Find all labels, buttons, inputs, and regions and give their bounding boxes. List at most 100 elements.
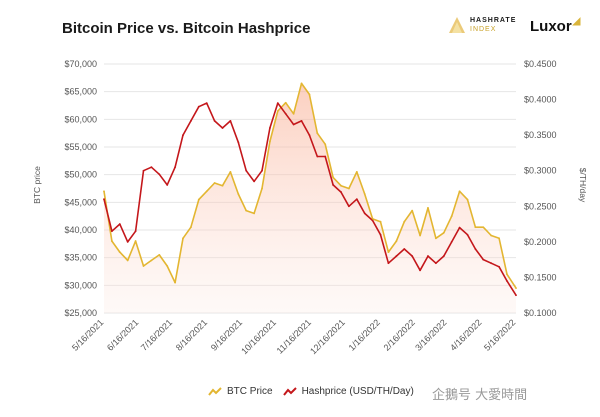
hashprice-point (506, 280, 508, 282)
hashrate-index-icon (449, 17, 465, 33)
hashprice-point (292, 123, 295, 126)
btc-price-point (237, 193, 240, 195)
hashprice-point (150, 166, 153, 169)
legend-label-hashprice: Hashprice (USD/TH/Day) (301, 386, 414, 397)
legend-item-btc[interactable]: BTC Price (208, 386, 273, 397)
hashprice-point (515, 294, 517, 297)
left-tick-label: $70,000 (64, 59, 97, 69)
hashprice-point (395, 255, 398, 257)
btc-price-point (403, 220, 406, 223)
hashprice-point (118, 223, 121, 225)
btc-price-point (261, 187, 263, 190)
hashprice-point (387, 262, 390, 265)
hashprice-point (442, 255, 445, 257)
right-tick-label: $0.3000 (524, 166, 557, 176)
btc-price-point (142, 265, 145, 267)
right-tick-label: $0.1000 (524, 308, 557, 318)
btc-price-point (515, 287, 517, 289)
hashprice-point (229, 120, 232, 122)
legend-label-btc: BTC Price (227, 386, 273, 397)
hashprice-point (434, 262, 437, 265)
hashprice-point (126, 240, 129, 243)
chart-title: Bitcoin Price vs. Bitcoin Hashprice (62, 20, 311, 37)
btc-price-point (355, 171, 358, 173)
hashprice-point (245, 169, 248, 172)
hashprice-point (458, 226, 461, 229)
btc-price-point (182, 237, 184, 240)
hashprice-point (498, 265, 500, 268)
btc-price-point (387, 251, 390, 254)
x-tick-label: 3/16/2022 (413, 317, 448, 352)
hashprice-point (261, 169, 263, 172)
hashprice-point (482, 258, 485, 261)
left-axis-title: BTC price (32, 166, 42, 204)
right-axis: $0.4500 $0.4000 $0.3500 $0.3000 $0.2500 $0.20… (524, 59, 557, 318)
luxor-logo-text: Luxor (530, 18, 572, 35)
hashprice-point (197, 105, 200, 108)
hashprice-point (490, 262, 493, 265)
btc-price-point (332, 176, 335, 179)
btc-price-point (506, 273, 508, 276)
hashprice-point (332, 184, 335, 186)
hashprice-point (427, 255, 429, 257)
hashprice-point (371, 219, 374, 222)
btc-price-point (450, 215, 453, 218)
legend-swatch-btc (208, 386, 222, 396)
hashprice-point (450, 240, 453, 243)
btc-price-point (316, 132, 319, 135)
hashprice-point (340, 191, 342, 193)
right-tick-label: $0.4500 (524, 59, 557, 69)
legend-item-hashprice[interactable]: Hashprice (USD/TH/Day) (282, 386, 414, 397)
hashrate-index-logo: HASHRATE INDEX (448, 16, 516, 34)
btc-price-point (466, 198, 469, 201)
btc-price-point (482, 226, 485, 229)
btc-price-point (324, 143, 327, 146)
x-tick-label: 2/16/2022 (382, 317, 417, 352)
btc-price-point (197, 198, 200, 201)
hashprice-point (324, 155, 327, 158)
btc-price-point (419, 234, 421, 237)
btc-price-point (371, 218, 374, 220)
hashprice-point (363, 212, 366, 215)
x-tick-label: 6/16/2021 (105, 317, 140, 352)
hashrate-logo-text: HASHRATE (470, 17, 517, 24)
left-tick-label: $65,000 (64, 87, 97, 97)
btc-price-point (166, 265, 169, 267)
left-tick-label: $60,000 (64, 114, 97, 124)
btc-price-point (490, 234, 493, 237)
btc-price-point (126, 259, 129, 262)
btc-price-point (442, 231, 445, 234)
hashprice-point (403, 248, 406, 250)
btc-price-point (348, 187, 350, 190)
hashprice-point (379, 233, 382, 236)
hashprice-point (166, 184, 169, 186)
btc-price-point (395, 240, 398, 242)
btc-price-point (205, 190, 208, 193)
btc-price-point (134, 240, 137, 242)
x-tick-label: 11/16/2021 (275, 317, 313, 355)
x-tick-label: 12/16/2021 (308, 317, 347, 356)
legend: BTC Price Hashprice (USD/TH/Day) (208, 386, 424, 397)
btc-price-point (308, 93, 311, 96)
left-tick-label: $40,000 (64, 225, 97, 235)
x-tick-label: 5/16/2021 (70, 317, 105, 352)
btc-price-point (174, 281, 177, 284)
hashprice-point (103, 198, 105, 201)
right-tick-label: $0.1500 (524, 272, 557, 282)
btc-price-point (379, 220, 382, 223)
hashprice-point (253, 180, 256, 183)
btc-price-point (150, 259, 153, 262)
hashprice-point (348, 205, 350, 208)
x-tick-label: 9/16/2021 (209, 317, 244, 352)
x-tick-label: 5/16/2022 (482, 317, 517, 352)
hashprice-point (355, 198, 358, 201)
hashprice-point (182, 134, 184, 137)
watermark-text: 企鵝号 大愛時間 (432, 388, 528, 403)
hashprice-point (190, 120, 192, 122)
x-tick-label: 1/16/2022 (347, 317, 382, 352)
hashprice-point (142, 169, 145, 172)
hashprice-point (308, 134, 311, 137)
hashprice-point (158, 173, 161, 176)
luxor-logo: Luxor ◢ (530, 16, 581, 35)
luxor-mark-icon: ◢ (572, 16, 581, 27)
